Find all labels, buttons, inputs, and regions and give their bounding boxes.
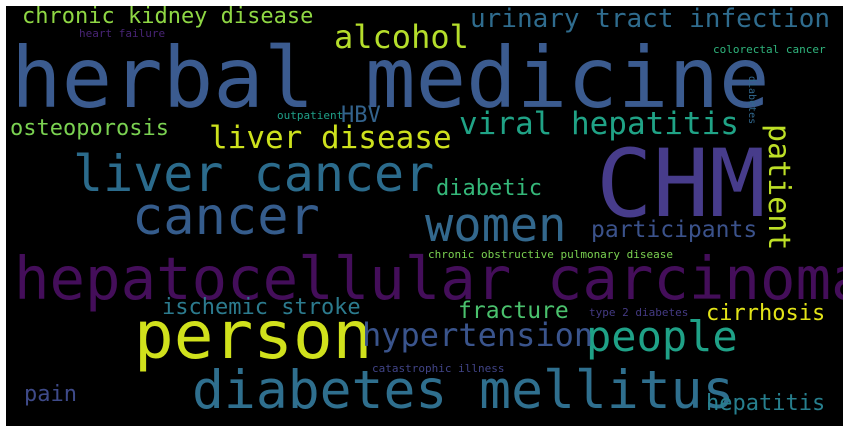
word-heart-failure: heart failure <box>79 27 166 40</box>
word-diabetes-mellitus: diabetes mellitus <box>192 360 735 421</box>
word-outpatient: outpatient <box>277 109 344 122</box>
word-diabetes: diabetes <box>746 76 757 125</box>
word-colorectal-cancer: colorectal cancer <box>713 43 826 56</box>
word-cancer: cancer <box>132 187 320 247</box>
word-chm: CHM <box>596 130 766 239</box>
word-herbal-medicine: herbal medicine <box>11 29 770 127</box>
word-catastrophic-illness: catastrophic illness <box>372 362 505 375</box>
word-pain: pain <box>24 382 77 407</box>
word-chronic-kidney-disease: chronic kidney disease <box>22 6 314 29</box>
word-osteoporosis: osteoporosis <box>10 116 169 141</box>
word-type-2-diabetes: type 2 diabetes <box>589 306 689 319</box>
word-participants: participants <box>591 217 758 243</box>
word-person: person <box>134 297 373 374</box>
word-patient: patient <box>761 124 796 251</box>
word-hbv: HBV <box>341 103 381 128</box>
word-people: people <box>586 312 738 361</box>
word-hypertension: hypertension <box>362 316 594 354</box>
word-hepatitis: hepatitis <box>706 391 826 416</box>
word-women: women <box>425 198 567 253</box>
word-chronic-obstructive-pulmonary-disease: chronic obstructive pulmonary disease <box>428 248 674 261</box>
word-cirrhosis: cirrhosis <box>706 301 826 326</box>
word-alcohol: alcohol <box>334 18 469 56</box>
word-cloud: herbal medicine CHM hepatocellular carci… <box>6 6 843 426</box>
word-hepatocellular-carcinoma: hepatocellular carcinoma <box>14 244 843 313</box>
word-liver-disease: liver disease <box>209 120 452 156</box>
word-ischemic-stroke: ischemic stroke <box>162 295 361 320</box>
word-liver-cancer: liver cancer <box>73 145 435 203</box>
word-viral-hepatitis: viral hepatitis <box>459 106 739 142</box>
word-fracture: fracture <box>458 298 569 324</box>
word-diabetic: diabetic <box>436 176 542 201</box>
word-urinary-tract-infection: urinary tract infection <box>470 6 831 34</box>
